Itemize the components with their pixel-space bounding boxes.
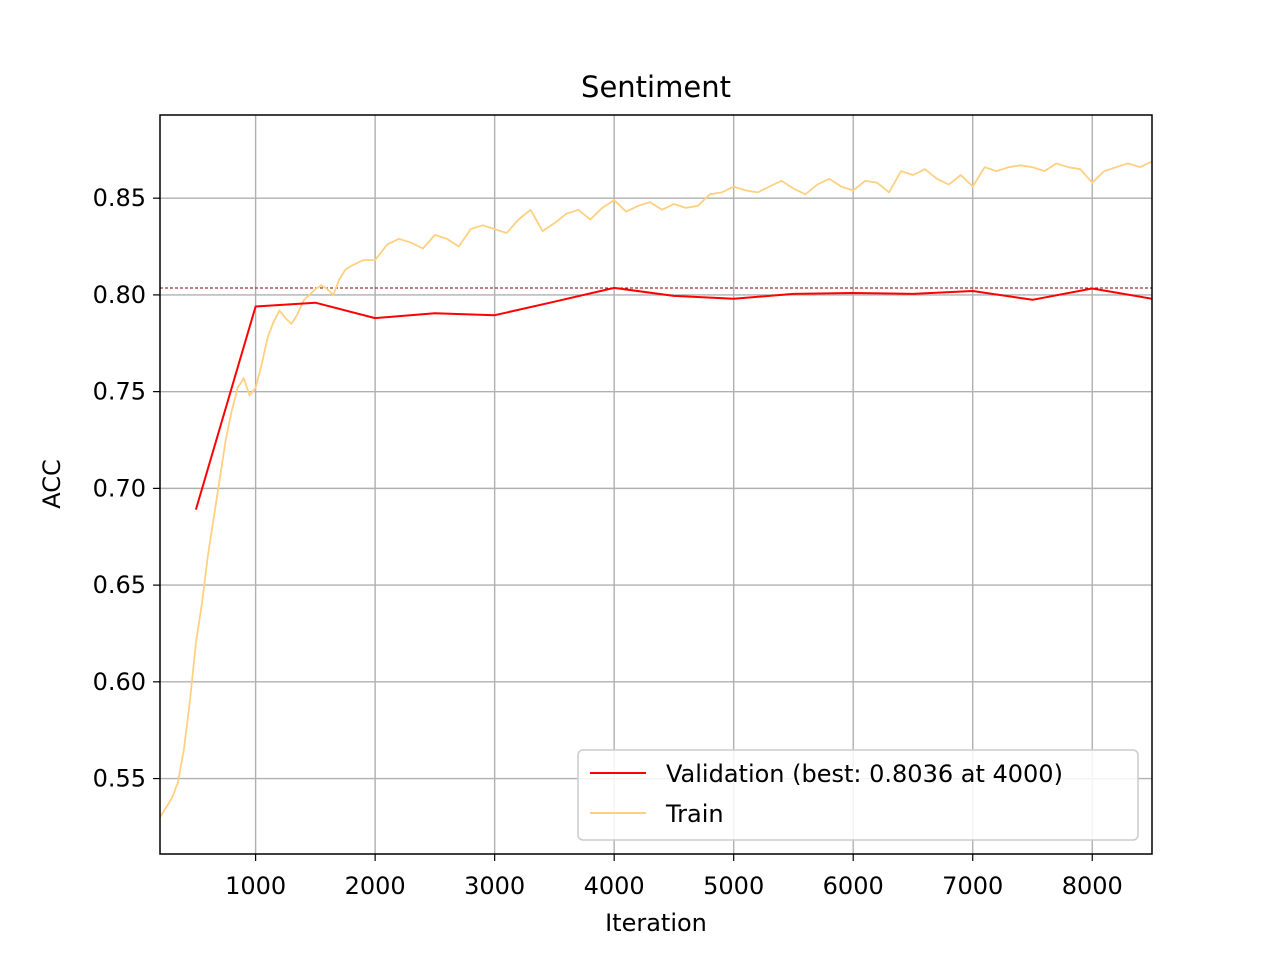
y-tick-label: 0.75 [93, 378, 146, 406]
y-axis: 0.55 0.60 0.65 0.70 0.75 0.80 0.85 [93, 184, 160, 793]
train-series-line [160, 160, 1152, 818]
x-axis: 1000 2000 3000 4000 5000 6000 7000 8000 [225, 854, 1123, 900]
x-tick-label: 5000 [703, 872, 764, 900]
plot-frame [159, 114, 1153, 855]
series-lines [160, 160, 1152, 818]
legend: Validation (best: 0.8036 at 4000) Train [577, 749, 1139, 841]
legend-label: Train [665, 800, 724, 828]
y-tick-label: 0.85 [93, 184, 146, 212]
y-axis-title: ACC [38, 459, 66, 509]
x-tick-label: 7000 [942, 872, 1003, 900]
x-axis-title: Iteration [605, 909, 707, 937]
plot-area [159, 114, 1153, 855]
validation-series-line [194, 286, 1152, 510]
legend-label: Validation (best: 0.8036 at 4000) [666, 760, 1063, 788]
y-tick-label: 0.80 [93, 281, 146, 309]
y-tick-label: 0.70 [93, 474, 146, 502]
y-tick-label: 0.60 [93, 668, 146, 696]
chart-title: Sentiment [581, 70, 731, 104]
x-tick-label: 1000 [225, 872, 286, 900]
x-tick-label: 2000 [345, 872, 406, 900]
grid [160, 115, 1152, 854]
x-tick-label: 8000 [1062, 872, 1123, 900]
legend-box [577, 749, 1139, 841]
x-tick-label: 3000 [464, 872, 525, 900]
y-tick-label: 0.55 [93, 765, 146, 793]
x-tick-label: 6000 [823, 872, 884, 900]
x-tick-label: 4000 [584, 872, 645, 900]
y-tick-label: 0.65 [93, 571, 146, 599]
plot-background [160, 115, 1152, 854]
